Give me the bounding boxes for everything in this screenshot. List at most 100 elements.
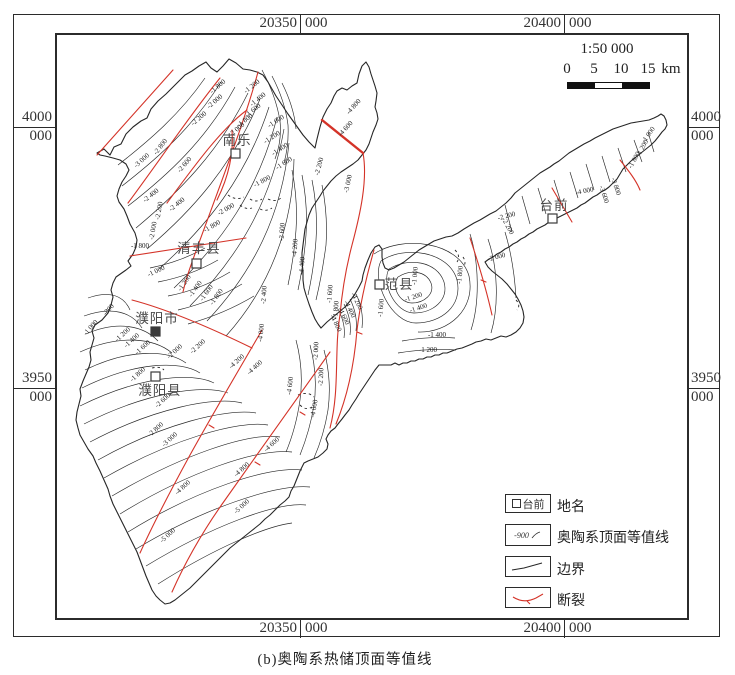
fault [127,77,221,204]
place-square-icon [511,499,521,508]
contour-label: -1 600 [325,284,334,303]
fault [139,329,263,554]
contour-label: -2 200 [188,337,207,355]
legend-contour-sample: -900 [514,530,529,540]
town-square-symbol [191,258,202,269]
figure-caption: (b)奥陶系热储顶面等值线 [257,652,433,668]
fault [131,299,253,349]
legend-place-sample: 台前 [522,498,545,511]
grid-label-top-2-main: 20400 [523,15,562,31]
contour-label: -2 200 [500,216,516,236]
contour-label: -2 000 [165,342,184,360]
contour-label: -3 000 [342,173,354,193]
fault [329,314,341,429]
contour-label: -1 800 [252,173,272,189]
contour-label: -4 600 [336,119,354,138]
scale-tick-10: 10 [613,61,629,77]
grid-label-right-1-main: 4000 [691,109,721,125]
contour-label: -1 800 [202,218,222,234]
fault-tick [299,411,306,416]
grid-label-bottom-1-main: 20350 [259,620,298,636]
contour-label: -1 000 [410,266,420,285]
grid-tick-left-2 [13,388,55,389]
town-square-symbol [150,371,161,382]
contour-label: -4 600 [285,376,295,395]
town-square-symbol [374,279,385,290]
fault [182,71,259,293]
grid-label-left-2-sub: 000 [29,389,53,405]
contour-label: -1 400 [428,331,447,339]
contour-label: -5 000 [232,497,251,515]
grid-label-bottom-2-main: 20400 [523,620,562,636]
fault [129,237,247,257]
place-label: 南乐 [223,133,252,148]
fault [166,109,248,204]
grid-label-top-1-sub: 000 [305,15,328,31]
boundary-path [75,58,668,605]
fault [96,69,174,156]
legend-label-fault: 断裂 [557,594,585,609]
fault [339,152,366,316]
contour-label: -1 000 [146,264,166,279]
contour-label: -3 800 [609,177,622,197]
contour-label: -2 200 [154,201,165,221]
contour-label: -2 200 [317,367,326,386]
scale-bar-segment [568,83,595,88]
contour-label: -2 400 [259,285,268,304]
place-label: 范县 [385,277,414,292]
fault-tick [356,331,363,335]
contour-label: -2 000 [205,92,224,110]
contour-label: -1 800 [131,242,150,250]
fault-bold [320,118,365,155]
contour-label: -2 000 [312,341,321,360]
grid-label-bottom-2-sub: 000 [569,620,592,636]
contour-label: -1 600 [376,298,386,317]
legend-label-place: 地名 [557,500,585,515]
contour-label: -4 200 [290,238,299,257]
scale-bar-segment [622,83,649,88]
place-label: 清丰县 [177,241,221,256]
fault [335,249,375,425]
fault-tick [208,424,215,429]
fault [216,129,233,201]
grid-tick-bottom-2 [564,619,565,638]
grid-label-top-2-sub: 000 [569,15,592,31]
outer-border [13,14,720,637]
contour-label: -4 400 [297,256,306,275]
contour-label: -2 200 [313,156,326,176]
grid-tick-right-1 [689,127,720,128]
grid-label-right-2-sub: 000 [691,389,714,405]
legend-label-contour: 奥陶系顶面等值线 [557,531,669,546]
legend-symbol-place: 台前 [505,494,551,513]
fault [551,187,573,223]
contour-label: -1 600 [274,155,294,172]
contour-label: -2 800 [146,420,165,438]
contour-label: -2 000 [216,201,236,217]
grid-label-top-1-main: 20350 [259,15,298,31]
place-label: 濮阳市 [135,310,179,326]
contour-label: -1 800 [331,300,340,319]
grid-tick-bottom-1 [300,619,301,638]
contour-map-canvas: -3 000-2 800-2 600-2 400-2 400-2 200-2 0… [75,58,668,605]
contour-label: -4 000 [309,399,320,419]
contour-label: -2 200 [189,109,208,127]
legend-symbol-fault [505,587,551,608]
grid-label-left-2-main: 3950 [22,370,52,386]
fault [619,159,641,191]
region-boundary [75,58,668,605]
grid-tick-top-2 [564,14,565,33]
grid-tick-right-2 [689,388,720,389]
grid-tick-left-1 [13,127,55,128]
contour-tick-icon [531,531,540,539]
fault-tick [254,461,261,466]
scale-ratio: 1:50 000 [580,41,634,57]
city-square-symbol [150,326,161,337]
contour-label: -4 000 [256,323,266,342]
town-square-symbol [230,148,241,159]
contour-label: -5 000 [158,526,177,544]
grid-label-left-1-main: 4000 [22,109,52,125]
grid-label-right-1-sub: 000 [691,128,714,144]
fault [171,351,331,593]
fault [469,237,493,316]
